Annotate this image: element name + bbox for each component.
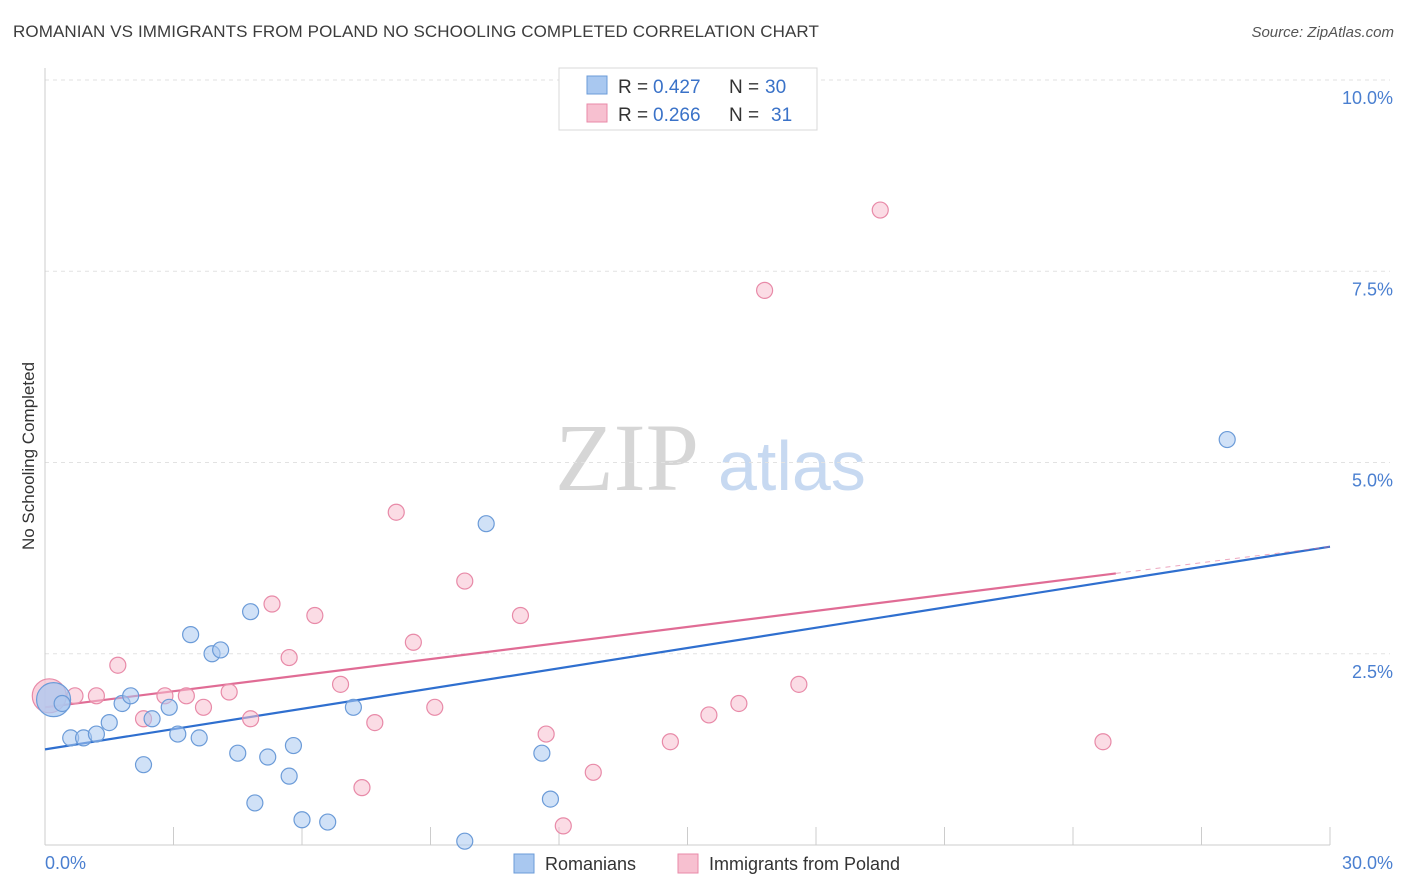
poland-point-23	[584, 763, 602, 781]
poland-point-20	[511, 606, 530, 625]
x-tick-label-max: 30.0%	[1342, 853, 1393, 873]
y-axis-label: No Schooling Completed	[19, 362, 38, 550]
romanians-point-4	[87, 725, 106, 743]
romanians-point-28	[541, 790, 560, 808]
poland-point-30	[1094, 733, 1112, 751]
trendline-poland	[44, 572, 1116, 709]
romanians-point-12	[182, 626, 200, 644]
legend-r-label-2: R =	[618, 105, 648, 126]
romanians-point-1	[53, 694, 71, 713]
x-tick-label-min: 0.0%	[45, 853, 86, 873]
poland-point-3	[109, 656, 127, 674]
poland-point-15	[366, 713, 384, 732]
y-tick-label-2: 7.5%	[1352, 279, 1393, 299]
romanians-point-29	[1218, 430, 1236, 449]
poland-point-6	[177, 687, 195, 705]
romanians-point-7	[122, 687, 140, 705]
x-tick-labels: 0.0% 30.0%	[45, 853, 1393, 873]
legend-swatch-romanians	[586, 75, 608, 95]
romanians-point-26	[477, 515, 495, 533]
gridlines	[45, 79, 1390, 655]
trendline-romanians	[44, 545, 1331, 751]
romanians-point-9	[143, 710, 161, 728]
poland-point-13	[331, 675, 350, 693]
poland-point-27	[755, 281, 774, 299]
trendlines	[44, 545, 1331, 751]
romanians-point-21	[284, 736, 303, 755]
bottom-legend-swatch-poland	[677, 853, 699, 874]
legend-n-value-2: 31	[771, 105, 792, 126]
romanians-point-24	[344, 698, 362, 716]
legend-r-label-1: R =	[618, 77, 648, 98]
poland-point-14	[353, 779, 371, 797]
romanians-point-20	[280, 767, 298, 785]
legend-n-label-2: N =	[729, 105, 759, 126]
poland-point-11	[280, 648, 298, 667]
trendline-poland-extension	[1115, 546, 1331, 574]
poland-point-9	[242, 710, 260, 728]
romanians-point-16	[229, 744, 247, 762]
poland-point-28	[790, 675, 808, 693]
watermark-zip: ZIP	[555, 404, 699, 511]
romanians-point-17	[242, 603, 260, 621]
legend-n-value-1: 30	[765, 77, 786, 98]
axes	[44, 68, 1331, 846]
poland-point-8	[220, 683, 238, 701]
bottom-legend-romanians: Romanians	[545, 854, 636, 874]
poland-point-12	[306, 606, 324, 625]
poland-point-25	[700, 706, 718, 724]
romanians-point-15	[212, 641, 230, 659]
points-romanians	[35, 430, 1236, 850]
romanians-point-22	[293, 811, 311, 829]
bottom-legend-poland: Immigrants from Poland	[709, 854, 900, 874]
romanians-point-25	[456, 832, 474, 850]
romanians-point-8	[134, 756, 153, 774]
y-tick-label-0: 2.5%	[1352, 662, 1393, 682]
romanians-point-11	[169, 725, 187, 743]
poland-point-18	[426, 698, 444, 716]
poland-point-16	[387, 503, 405, 521]
y-tick-label-3: 10.0%	[1342, 88, 1393, 108]
romanians-point-27	[533, 744, 551, 762]
poland-point-21	[537, 725, 555, 743]
poland-point-22	[554, 817, 572, 835]
poland-point-19	[456, 572, 474, 590]
poland-point-17	[404, 633, 422, 651]
legend-n-label-1: N =	[729, 77, 759, 98]
source-label: Source: ZipAtlas.com	[1251, 24, 1394, 41]
romanians-point-19	[259, 748, 277, 766]
romanians-point-5	[100, 713, 118, 732]
legend-r-value-2: 0.266	[653, 105, 701, 126]
y-tick-labels: 2.5% 5.0% 7.5% 10.0%	[1342, 88, 1393, 682]
poland-point-10	[263, 595, 281, 613]
y-tick-label-1: 5.0%	[1352, 471, 1393, 491]
legend-swatch-poland	[586, 103, 608, 123]
bottom-legend-swatch-romanians	[513, 853, 535, 874]
poland-point-24	[661, 733, 679, 751]
chart-title: ROMANIAN VS IMMIGRANTS FROM POLAND NO SC…	[13, 22, 819, 41]
poland-point-29	[871, 201, 889, 219]
series-legend: Romanians Immigrants from Poland	[513, 853, 900, 874]
romanians-point-13	[190, 729, 208, 747]
poland-point-2	[87, 687, 106, 705]
poland-point-7	[194, 698, 213, 716]
poland-point-26	[730, 694, 748, 713]
legend-r-value-1: 0.427	[653, 77, 701, 98]
romanians-point-23	[319, 813, 337, 831]
romanians-point-18	[246, 794, 264, 812]
stats-legend: R = 0.427 N = 30 R = 0.266 N = 31	[558, 67, 818, 131]
romanians-point-10	[160, 698, 178, 716]
watermark-atlas: atlas	[718, 427, 866, 505]
